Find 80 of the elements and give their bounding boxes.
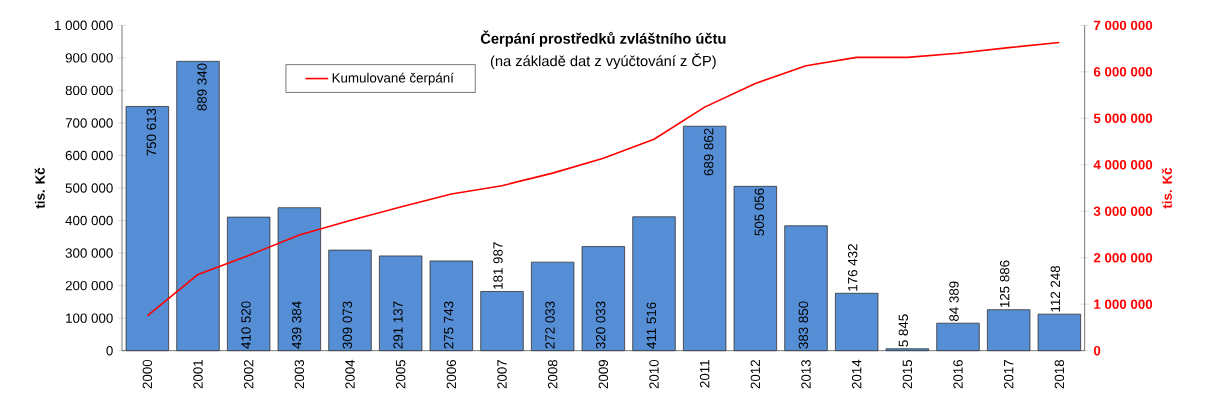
y-tick-label: 600 000 (65, 150, 113, 161)
data-label: 125 886 (999, 260, 1010, 308)
y-tick-label: 100 000 (66, 313, 113, 323)
x-tick-label: 2008 (547, 359, 558, 389)
data-label: 410 520 (241, 301, 251, 349)
data-label: 750 613 (146, 108, 157, 156)
bar (784, 225, 828, 352)
x-tick-label: 2009 (598, 360, 609, 389)
data-label: 5 845 (898, 314, 909, 347)
data-label: 112 248 (1050, 265, 1061, 312)
data-label: 309 073 (342, 301, 353, 349)
x-tick-label: 2001 (193, 360, 203, 389)
bar (176, 60, 220, 352)
data-label: 291 137 (393, 301, 403, 349)
y-tick-label: 300 000 (65, 248, 113, 258)
x-tick-label: 2010 (649, 359, 659, 389)
bar (682, 125, 727, 352)
bar (987, 309, 1031, 352)
bar (429, 260, 474, 352)
y2-tick-label: 1 000 000 (1094, 299, 1153, 309)
bar (328, 249, 372, 352)
bar (835, 292, 879, 352)
data-label: 84 389 (949, 281, 959, 322)
x-tick-label: 2016 (953, 359, 963, 389)
legend-label: Kumulované čerpání (332, 72, 454, 86)
x-tick-label: 2014 (851, 359, 862, 389)
bar (480, 291, 524, 352)
bar (125, 106, 170, 352)
y2-tick-label: 0 (1093, 345, 1101, 356)
x-tick-label: 2007 (497, 360, 507, 389)
x-tick-label: 2018 (1054, 359, 1065, 389)
data-label: 689 862 (703, 128, 714, 176)
bar (581, 246, 626, 352)
x-tick-label: 2011 (699, 360, 710, 388)
data-label: 889 340 (197, 63, 207, 111)
y-tick-label: 500 000 (65, 183, 113, 193)
x-tick-label: 2005 (395, 359, 406, 389)
x-tick-label: 2002 (243, 360, 254, 389)
y-tick-label: 0 (106, 345, 113, 356)
y-tick-label: 400 000 (65, 215, 113, 226)
x-tick-label: 2003 (294, 359, 305, 389)
x-tick-label: 2013 (801, 359, 811, 389)
bar (632, 216, 676, 352)
y-tick-label: 1 000 000 (55, 20, 113, 31)
data-label: 176 432 (847, 244, 858, 291)
x-tick-label: 2012 (750, 360, 761, 389)
y2-tick-label: 7 000 000 (1093, 20, 1153, 31)
bar (936, 322, 980, 352)
bar (277, 207, 322, 352)
y-tick-label: 900 000 (65, 53, 113, 63)
y-tick-label: 800 000 (65, 85, 113, 96)
x-tick-label: 2006 (446, 359, 457, 389)
text: (na základě dat z vyúčtování z ČP) (490, 53, 716, 70)
bar (733, 185, 778, 352)
data-label: 320 033 (595, 301, 606, 349)
y2-axis-title: tis. Kč (1161, 167, 1172, 209)
bar (226, 216, 271, 352)
y2-tick-label: 2 000 000 (1093, 253, 1153, 263)
y-axis-title: tis. Kč (34, 167, 45, 209)
data-label: 272 033 (545, 301, 555, 349)
data-label: 275 743 (443, 301, 454, 349)
bar (530, 261, 575, 352)
data-label: 439 384 (291, 301, 302, 349)
y2-tick-label: 3 000 000 (1093, 206, 1153, 216)
data-label: 181 987 (493, 242, 503, 289)
x-tick-label: 2015 (902, 359, 913, 389)
data-label: 411 516 (646, 302, 657, 349)
x-tick-label: 2000 (142, 359, 153, 389)
y-tick-label: 200 000 (65, 280, 113, 291)
data-label: 505 056 (754, 188, 765, 236)
x-tick-label: 2017 (1003, 360, 1014, 389)
bar (1037, 313, 1082, 352)
y2-tick-label: 6 000 000 (1093, 67, 1153, 77)
y-tick-label: 700 000 (65, 118, 113, 128)
data-label: 383 850 (798, 301, 809, 349)
x-tick-label: 2004 (345, 359, 355, 389)
y2-tick-label: 5 000 000 (1093, 113, 1153, 124)
chart-title: Čerpání prostředků zvláštního účtu (480, 30, 726, 47)
bar (378, 255, 423, 352)
y2-tick-label: 4 000 000 (1093, 160, 1153, 170)
